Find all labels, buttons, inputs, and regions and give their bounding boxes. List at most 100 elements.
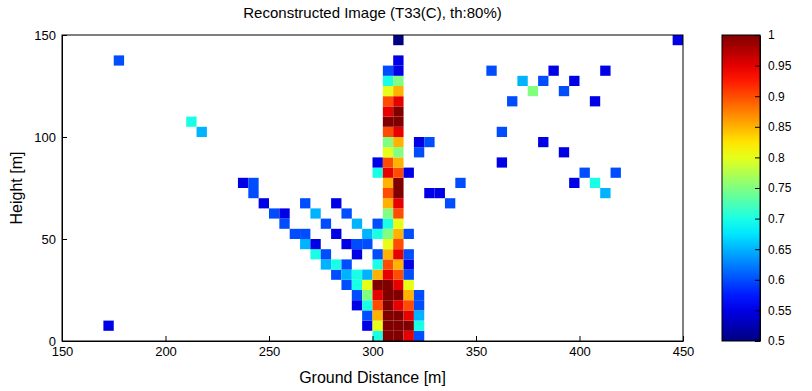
cell	[393, 117, 403, 127]
tick-mark	[62, 137, 67, 138]
cell	[341, 280, 351, 290]
tick-label: 0.85	[768, 120, 792, 134]
cell	[393, 178, 403, 188]
cell	[393, 259, 403, 269]
tick-label: 1	[768, 28, 775, 42]
cell	[373, 300, 383, 310]
tick: 300	[362, 336, 384, 359]
cell	[393, 35, 403, 45]
tick-mark	[580, 336, 581, 341]
cell	[414, 321, 424, 331]
cell	[114, 55, 124, 65]
tick-mark	[755, 188, 760, 189]
cell	[362, 229, 372, 239]
tick-mark	[476, 336, 477, 341]
cell	[393, 219, 403, 229]
cell	[362, 280, 372, 290]
cell	[373, 331, 383, 341]
cell	[404, 310, 414, 320]
cell	[279, 219, 289, 229]
cell	[352, 290, 362, 300]
cell	[383, 137, 393, 147]
cell	[393, 300, 403, 310]
cell	[352, 270, 362, 280]
cell	[321, 259, 331, 269]
cell	[435, 188, 445, 198]
axis-line	[63, 341, 684, 342]
tick-label: 250	[259, 344, 281, 359]
cell	[362, 290, 372, 300]
cell	[310, 249, 320, 259]
cell	[321, 249, 331, 259]
tick-label: 100	[34, 130, 56, 145]
colorbar	[722, 35, 760, 341]
cell	[393, 280, 403, 290]
cell	[569, 76, 579, 86]
tick-mark	[755, 341, 760, 342]
cell	[238, 178, 248, 188]
tick-label: 0.5	[768, 334, 785, 348]
cell	[352, 249, 362, 259]
cell	[517, 76, 527, 86]
tick-mark	[755, 219, 760, 220]
cell	[393, 249, 403, 259]
cell	[393, 66, 403, 76]
cell	[590, 96, 600, 106]
cell	[373, 310, 383, 320]
cell	[414, 310, 424, 320]
cell	[600, 66, 610, 76]
cell	[383, 106, 393, 116]
cell	[362, 300, 372, 310]
cell	[528, 86, 538, 96]
cell	[331, 259, 341, 269]
cell	[383, 290, 393, 300]
y-axis: 050100150	[34, 28, 67, 349]
cell	[383, 117, 393, 127]
cell	[341, 208, 351, 218]
cell	[383, 66, 393, 76]
tick-mark	[166, 336, 167, 341]
tick: 0.8	[755, 151, 785, 165]
cell	[673, 35, 683, 45]
cell	[404, 290, 414, 300]
tick: 0.95	[755, 59, 792, 73]
cell	[414, 300, 424, 310]
tick-mark	[62, 341, 67, 342]
cell	[362, 270, 372, 280]
tick: 350	[466, 336, 488, 359]
tick-mark	[755, 96, 760, 97]
cell	[383, 147, 393, 157]
cell	[383, 208, 393, 218]
cell	[373, 168, 383, 178]
cell	[393, 137, 403, 147]
cell	[590, 178, 600, 188]
tick-mark	[373, 336, 374, 341]
cell	[393, 106, 403, 116]
cell	[197, 127, 207, 137]
tick: 400	[569, 336, 591, 359]
cell	[383, 331, 393, 341]
cell	[352, 280, 362, 290]
tick-label: 0	[49, 334, 56, 349]
tick: 0.9	[755, 90, 785, 104]
cell	[383, 310, 393, 320]
cell	[373, 321, 383, 331]
cell	[373, 157, 383, 167]
cell	[310, 208, 320, 218]
x-axis-title: Ground Distance [m]	[299, 369, 446, 386]
tick-mark	[755, 249, 760, 250]
cell	[352, 300, 362, 310]
cell	[414, 331, 424, 341]
tick-mark	[269, 336, 270, 341]
cell	[404, 300, 414, 310]
x-axis: 150200250300350400450	[52, 336, 695, 359]
cell	[259, 198, 269, 208]
tick: 0.85	[755, 120, 792, 134]
cell	[445, 198, 455, 208]
cell	[404, 321, 414, 331]
cell	[383, 198, 393, 208]
tick: 1	[755, 28, 775, 42]
cell	[300, 229, 310, 239]
tick: 0.65	[755, 243, 792, 257]
tick-label: 0.8	[768, 151, 785, 165]
